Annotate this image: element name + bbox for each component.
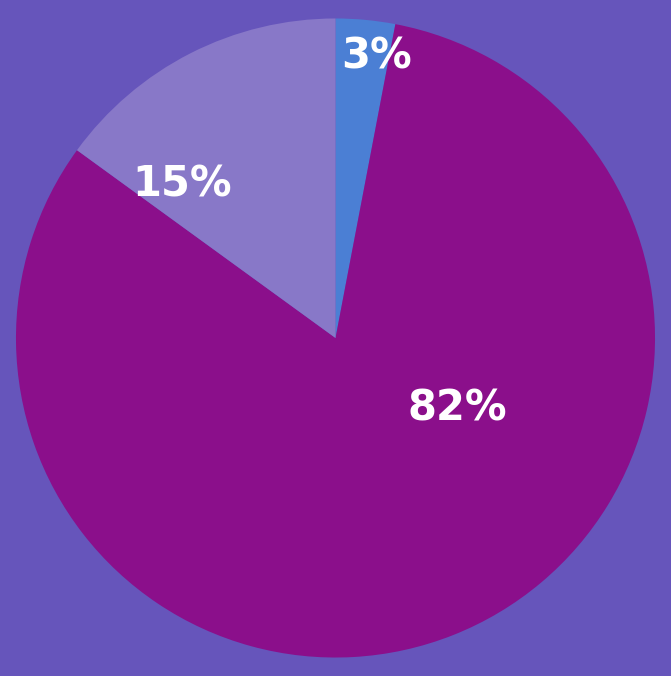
Text: 15%: 15% [132,164,232,206]
Wedge shape [77,18,336,338]
Text: 3%: 3% [342,36,413,78]
Wedge shape [336,18,395,338]
Text: 82%: 82% [407,387,507,429]
Wedge shape [16,24,655,658]
